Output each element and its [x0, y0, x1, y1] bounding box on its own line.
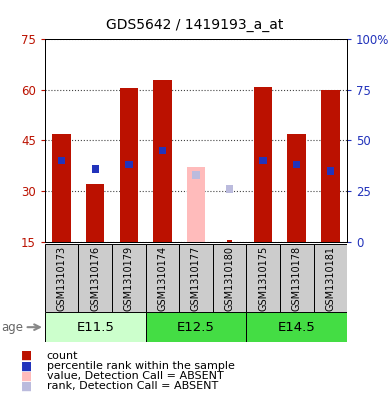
FancyBboxPatch shape: [314, 244, 347, 312]
Text: ■: ■: [21, 369, 33, 383]
FancyBboxPatch shape: [145, 244, 179, 312]
FancyBboxPatch shape: [45, 312, 145, 342]
FancyBboxPatch shape: [280, 244, 314, 312]
Text: GSM1310178: GSM1310178: [292, 246, 302, 310]
FancyBboxPatch shape: [213, 244, 246, 312]
FancyBboxPatch shape: [246, 244, 280, 312]
Text: E11.5: E11.5: [76, 321, 114, 334]
Text: ■: ■: [21, 349, 33, 362]
Bar: [52, 134, 71, 242]
Bar: [259, 157, 267, 164]
Text: value, Detection Call = ABSENT: value, Detection Call = ABSENT: [47, 371, 223, 381]
Text: count: count: [47, 351, 78, 361]
Text: ■: ■: [21, 360, 33, 373]
Text: GSM1310180: GSM1310180: [225, 246, 234, 310]
FancyBboxPatch shape: [179, 244, 213, 312]
Bar: [227, 241, 232, 242]
FancyBboxPatch shape: [45, 244, 78, 312]
Text: age: age: [1, 321, 23, 334]
Bar: [326, 167, 334, 174]
Bar: [120, 88, 138, 242]
Bar: [159, 147, 166, 154]
Bar: [293, 161, 300, 169]
FancyBboxPatch shape: [246, 312, 347, 342]
FancyBboxPatch shape: [112, 244, 145, 312]
Text: GSM1310175: GSM1310175: [258, 245, 268, 311]
Bar: [187, 167, 205, 242]
Text: GDS5642 / 1419193_a_at: GDS5642 / 1419193_a_at: [106, 18, 284, 32]
Bar: [153, 80, 172, 242]
Text: GSM1310179: GSM1310179: [124, 246, 134, 310]
FancyBboxPatch shape: [145, 312, 246, 342]
Text: GSM1310173: GSM1310173: [57, 246, 67, 310]
Bar: [254, 86, 272, 242]
Text: E14.5: E14.5: [278, 321, 316, 334]
Bar: [226, 185, 233, 193]
Bar: [86, 184, 105, 242]
Text: rank, Detection Call = ABSENT: rank, Detection Call = ABSENT: [47, 381, 218, 391]
Bar: [125, 161, 133, 169]
Text: E12.5: E12.5: [177, 321, 215, 334]
Bar: [92, 165, 99, 173]
FancyBboxPatch shape: [78, 244, 112, 312]
Bar: [58, 157, 66, 164]
Text: GSM1310177: GSM1310177: [191, 245, 201, 311]
Bar: [321, 90, 340, 242]
Bar: [192, 171, 200, 178]
Text: GSM1310176: GSM1310176: [90, 246, 100, 310]
Text: percentile rank within the sample: percentile rank within the sample: [47, 361, 235, 371]
Text: GSM1310181: GSM1310181: [325, 246, 335, 310]
Text: GSM1310174: GSM1310174: [158, 246, 167, 310]
Bar: [287, 134, 306, 242]
Text: ■: ■: [21, 379, 33, 393]
